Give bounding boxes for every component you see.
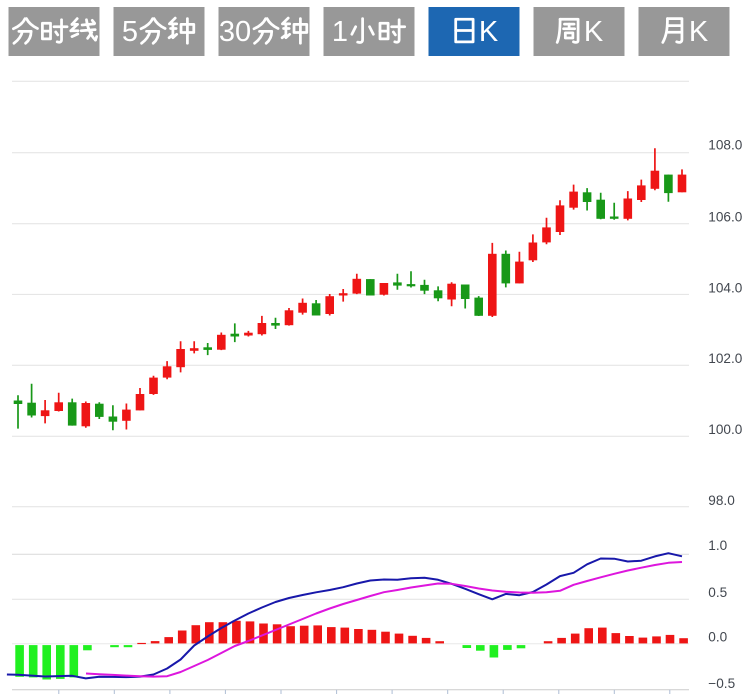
svg-text:−0.5: −0.5 bbox=[708, 676, 735, 691]
svg-text:100.0: 100.0 bbox=[708, 422, 742, 437]
svg-text:108.0: 108.0 bbox=[708, 138, 742, 153]
svg-text:0: 0 bbox=[235, 16, 251, 48]
svg-text:102.0: 102.0 bbox=[708, 351, 742, 366]
svg-text:106.0: 106.0 bbox=[708, 210, 742, 225]
svg-text:1.0: 1.0 bbox=[708, 538, 727, 553]
svg-text:3: 3 bbox=[219, 16, 235, 48]
svg-text:K: K bbox=[584, 16, 604, 48]
svg-text:104.0: 104.0 bbox=[708, 280, 742, 295]
svg-text:0.0: 0.0 bbox=[708, 630, 727, 645]
svg-text:K: K bbox=[479, 16, 499, 48]
svg-text:5: 5 bbox=[122, 16, 138, 48]
svg-text:0.5: 0.5 bbox=[708, 585, 727, 600]
svg-text:1: 1 bbox=[332, 16, 348, 48]
svg-text:98.0: 98.0 bbox=[708, 493, 735, 508]
svg-text:K: K bbox=[689, 16, 709, 48]
